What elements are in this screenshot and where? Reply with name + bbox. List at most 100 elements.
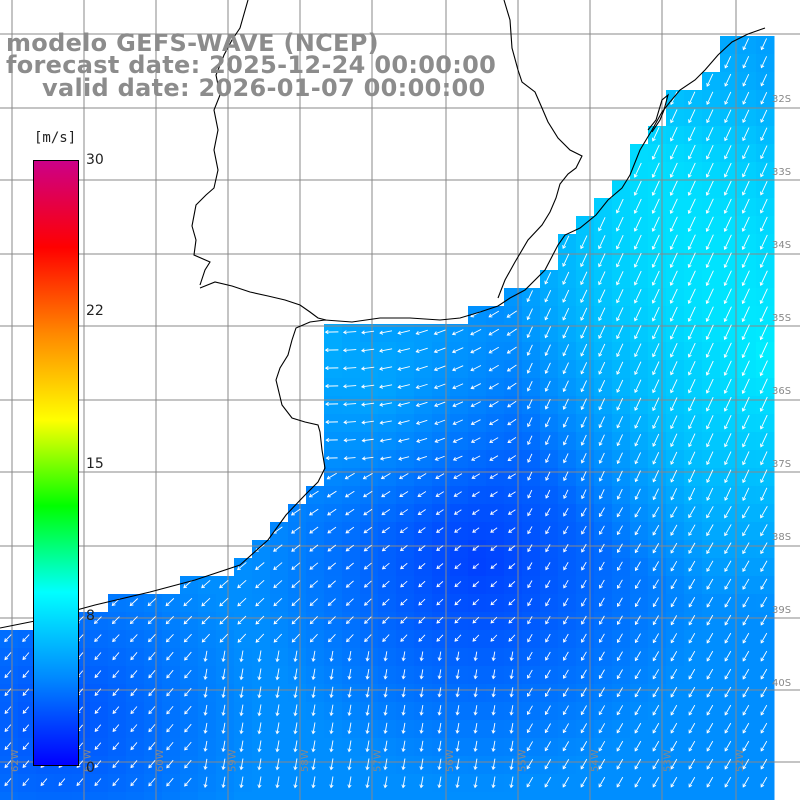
wind-arrow — [365, 704, 370, 716]
wind-arrow — [472, 527, 480, 533]
wind-speed-cell — [702, 252, 721, 271]
wind-arrow — [184, 687, 192, 697]
wind-arrow — [760, 91, 768, 105]
wind-speed-cell — [432, 558, 451, 577]
wind-arrow — [221, 686, 226, 699]
wind-speed-cell — [684, 594, 703, 613]
river-uruguay — [191, 0, 249, 286]
wind-speed-cell — [288, 612, 307, 631]
wind-speed-cell — [468, 396, 487, 415]
wind-speed-cell — [666, 576, 685, 595]
wind-speed-cell — [522, 594, 541, 613]
wind-arrow — [293, 686, 298, 699]
wind-arrow — [669, 216, 678, 232]
wind-arrow — [434, 455, 445, 461]
wind-speed-cell — [666, 144, 685, 163]
wind-speed-cell — [630, 216, 649, 235]
wind-speed-cell — [756, 756, 775, 775]
wind-arrow — [598, 776, 606, 788]
wind-speed-cell — [522, 306, 541, 325]
wind-arrow — [221, 704, 226, 717]
wind-speed-cell — [684, 162, 703, 181]
wind-arrow — [257, 686, 262, 699]
wind-speed-cell — [648, 648, 667, 667]
wind-arrow — [526, 326, 533, 339]
wind-speed-cell — [108, 756, 127, 775]
wind-arrow — [651, 270, 660, 286]
wind-arrow — [433, 347, 446, 354]
wind-arrow — [311, 758, 316, 771]
wind-speed-cell — [108, 738, 127, 757]
wind-speed-cell — [18, 756, 37, 775]
wind-speed-cell — [360, 396, 379, 415]
wind-arrow — [616, 325, 624, 340]
wind-arrow — [562, 453, 569, 464]
wind-speed-cell — [54, 774, 73, 793]
wind-arrow — [112, 742, 120, 751]
wind-arrow — [580, 741, 588, 752]
wind-speed-cell — [756, 792, 775, 800]
wind-arrow — [293, 722, 298, 735]
wind-arrow — [400, 562, 408, 570]
wind-arrow — [598, 343, 606, 357]
wind-arrow — [598, 633, 605, 643]
wind-speed-cell — [90, 648, 109, 667]
wind-speed-cell — [540, 684, 559, 703]
wind-speed-cell — [234, 558, 253, 577]
wind-speed-cell — [414, 684, 433, 703]
wind-speed-cell — [378, 414, 397, 433]
wind-arrow — [94, 652, 102, 661]
wind-arrow — [165, 598, 175, 607]
wind-arrow — [687, 180, 696, 196]
wind-arrow — [706, 73, 714, 87]
wind-arrow — [381, 562, 390, 570]
wind-speed-cell — [162, 774, 181, 793]
wind-speed-cell — [522, 360, 541, 379]
wind-arrow — [633, 216, 642, 232]
wind-arrow — [344, 472, 355, 480]
wind-speed-cell — [414, 648, 433, 667]
wind-speed-cell — [324, 522, 343, 541]
wind-speed-cell — [756, 36, 775, 55]
wind-arrow — [347, 686, 352, 698]
wind-speed-cell — [180, 738, 199, 757]
wind-speed-cell — [378, 576, 397, 595]
wind-arrow — [399, 491, 409, 498]
wind-speed-cell — [558, 486, 577, 505]
wind-speed-cell — [270, 702, 289, 721]
wind-arrow — [527, 598, 533, 607]
wind-speed-cell — [396, 522, 415, 541]
wind-speed-cell — [684, 432, 703, 451]
wind-speed-cell — [486, 612, 505, 631]
wind-arrow — [365, 651, 370, 662]
wind-speed-cell — [738, 504, 757, 523]
wind-arrow — [759, 216, 768, 232]
wind-arrow — [148, 724, 156, 733]
wind-arrow — [670, 433, 678, 448]
wind-speed-cell — [648, 342, 667, 361]
wind-arrow — [472, 598, 480, 606]
wind-arrow — [760, 740, 768, 752]
wind-arrow — [724, 596, 732, 608]
wind-speed-cell — [342, 630, 361, 649]
wind-arrow — [599, 597, 605, 607]
wind-arrow — [723, 180, 732, 196]
wind-arrow — [434, 437, 445, 443]
wind-speed-cell — [162, 792, 181, 800]
wind-arrow — [397, 438, 410, 443]
wind-speed-cell — [396, 432, 415, 451]
wind-speed-cell — [486, 774, 505, 793]
wind-speed-cell — [684, 306, 703, 325]
wind-speed-cell — [612, 234, 631, 253]
wind-arrow — [652, 379, 660, 394]
wind-arrow — [544, 687, 551, 697]
wind-arrow — [488, 401, 499, 408]
wind-arrow — [342, 348, 357, 353]
wind-arrow — [365, 758, 370, 771]
wind-arrow — [452, 365, 464, 372]
wind-speed-cell — [612, 216, 631, 235]
wind-speed-cell — [360, 504, 379, 523]
wind-arrow — [652, 597, 659, 608]
wind-arrow — [760, 433, 768, 448]
wind-arrow — [670, 488, 678, 501]
